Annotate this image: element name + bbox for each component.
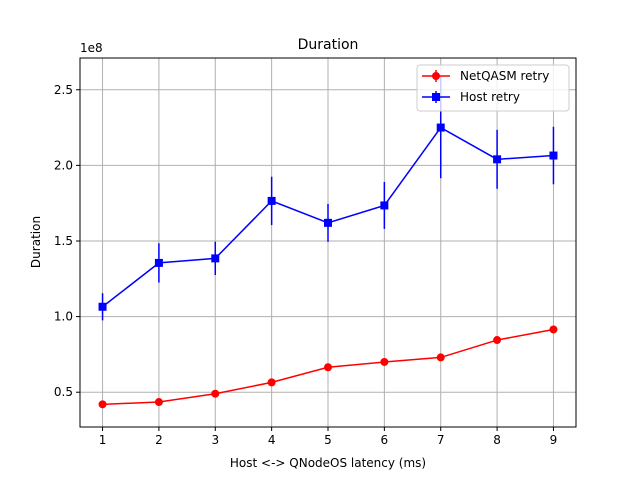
x-tick-label: 2 [155, 433, 163, 447]
x-tick-label: 7 [437, 433, 445, 447]
series-1 [98, 76, 558, 321]
legend-marker-host [432, 93, 440, 101]
x-tick-label: 3 [211, 433, 219, 447]
x-tick-label: 6 [381, 433, 389, 447]
x-tick-label: 8 [493, 433, 501, 447]
y-axis-label: Duration [29, 216, 43, 268]
legend-label-host: Host retry [460, 90, 520, 104]
data-point [267, 196, 276, 205]
data-point [549, 151, 558, 160]
series-layer [98, 76, 558, 409]
data-point [436, 353, 445, 362]
data-point [267, 378, 276, 387]
data-point [98, 302, 107, 311]
data-point [380, 357, 389, 366]
x-tick-label: 1 [99, 433, 107, 447]
data-point [324, 218, 332, 227]
data-point [98, 400, 107, 409]
x-tick-label: 9 [550, 433, 558, 447]
legend-box [416, 64, 570, 112]
y-tick-label: 2.5 [54, 83, 73, 97]
x-axis-label: Host <-> QNodeOS latency (ms) [230, 456, 426, 470]
data-point [493, 336, 502, 345]
data-point [380, 201, 389, 210]
data-point [549, 325, 558, 334]
y-offset-label: 1e8 [80, 41, 103, 55]
legend-label-netqasm: NetQASM retry [460, 69, 549, 83]
data-point [211, 389, 220, 398]
series-0 [98, 325, 558, 409]
data-point [154, 258, 163, 267]
legend-marker-netqasm [432, 72, 440, 80]
x-tick-label: 4 [268, 433, 276, 447]
data-point [436, 123, 445, 132]
y-tick-label: 0.5 [54, 385, 73, 399]
data-point [324, 363, 332, 372]
legend: NetQASM retry Host retry [416, 64, 570, 112]
data-point [154, 398, 163, 407]
y-tick-label: 1.5 [54, 234, 73, 248]
data-point [211, 254, 220, 263]
legend-entry-netqasm: NetQASM retry [422, 69, 549, 83]
legend-entry-host: Host retry [422, 90, 520, 104]
chart-title: Duration [298, 37, 359, 53]
data-point [493, 155, 502, 164]
ticks: 1 2 3 4 5 6 7 8 9 0.5 1.0 1.5 2.0 2.5 [54, 83, 557, 447]
y-tick-label: 2.0 [54, 158, 73, 172]
y-tick-label: 1.0 [54, 310, 73, 324]
x-tick-label: 5 [324, 433, 332, 447]
